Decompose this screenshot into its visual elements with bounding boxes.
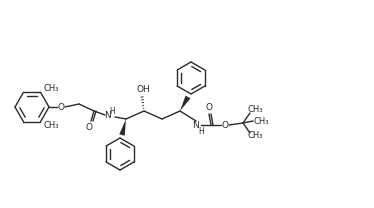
Text: H: H xyxy=(109,108,115,116)
Text: CH₃: CH₃ xyxy=(247,130,263,140)
Text: O: O xyxy=(58,103,64,111)
Text: CH₃: CH₃ xyxy=(44,84,59,93)
Text: OH: OH xyxy=(136,85,150,94)
Text: O: O xyxy=(221,120,229,130)
Text: CH₃: CH₃ xyxy=(247,104,263,114)
Text: N: N xyxy=(193,121,199,130)
Text: H: H xyxy=(198,126,204,135)
Polygon shape xyxy=(180,96,190,111)
Text: CH₃: CH₃ xyxy=(253,116,269,125)
Text: O: O xyxy=(205,103,212,111)
Text: N: N xyxy=(105,111,111,120)
Polygon shape xyxy=(119,119,126,136)
Text: O: O xyxy=(86,123,92,131)
Text: CH₃: CH₃ xyxy=(44,121,59,130)
